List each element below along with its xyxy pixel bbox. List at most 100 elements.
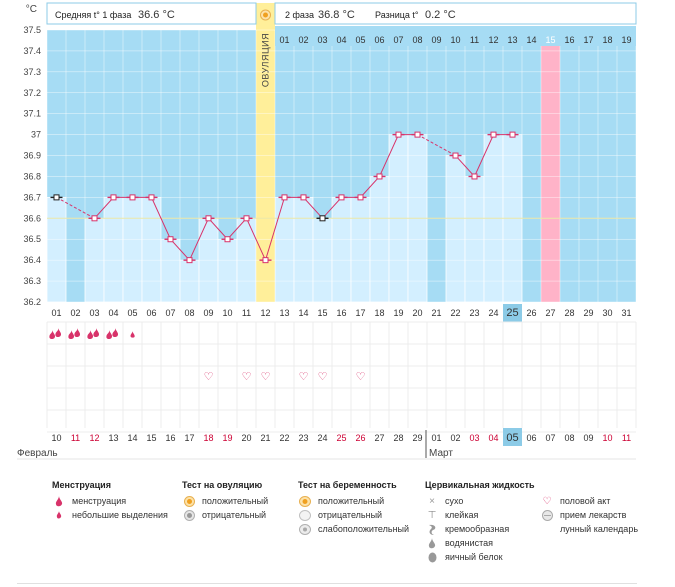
menstruation-drop: [68, 330, 75, 340]
phase2-day-label: 16: [564, 35, 574, 45]
y-tick-label: 36.4: [23, 255, 41, 265]
y-tick-label: 37.5: [23, 25, 41, 35]
phase2-value: 36.8 °C: [318, 9, 355, 21]
y-tick-label: 36.5: [23, 234, 41, 244]
phase2-label: 2 фаза: [285, 10, 314, 20]
legend-item: яичный белок: [445, 552, 503, 562]
legend-pregnancy-test: Тест на беременность положительный отриц…: [298, 480, 409, 536]
calendar-date-label: 07: [545, 433, 555, 443]
calendar-date-label: 26: [355, 433, 365, 443]
temp-point: [471, 173, 478, 180]
heart-icon: ♡: [318, 370, 328, 383]
cycle-day-label: 11: [242, 308, 251, 318]
phase2-day-label: 01: [279, 35, 289, 45]
temp-point: [509, 131, 516, 138]
calendar-date-label: 01: [431, 433, 441, 443]
creamy-icon: [425, 523, 439, 537]
legend-other: ♡ половой акт прием лекарств лунный кален…: [540, 480, 638, 536]
calendar-date-label: 17: [184, 433, 194, 443]
heart-icon: ♡: [261, 370, 271, 383]
temp-column: [293, 197, 314, 303]
cycle-day-label: 04: [108, 308, 118, 318]
diff-value: 0.2 °C: [425, 9, 456, 21]
menstruation-drop: [55, 328, 62, 338]
cycle-day-label: 21: [431, 308, 441, 318]
phase2-day-label: 05: [355, 35, 365, 45]
diff-label: Разница t°: [375, 10, 419, 20]
legend-menstruation: Менструация менструация небольшие выделе…: [52, 480, 168, 522]
temp-point: [300, 194, 307, 201]
menstruation-drop: [49, 330, 56, 340]
cycle-day-label: 08: [184, 308, 194, 318]
temp-point: [186, 257, 193, 264]
cycle-day-label: 29: [583, 308, 593, 318]
legend-item: слабоположительный: [318, 524, 410, 534]
pill-icon: [540, 509, 554, 523]
calendar-date-label: 10: [602, 433, 612, 443]
temp-column: [46, 197, 67, 303]
calendar-date-label: 13: [108, 433, 118, 443]
cycle-day-label: 26: [526, 308, 536, 318]
phase2-day-label: 06: [374, 35, 384, 45]
phase2-day-label: 14: [526, 35, 536, 45]
y-tick-label: 37.4: [23, 46, 41, 56]
legend-title: Менструация: [52, 480, 111, 490]
legend-item: сухо: [445, 496, 464, 506]
cycle-day-label: 07: [165, 308, 175, 318]
legend-title: Тест на овуляцию: [182, 480, 263, 490]
calendar-date-label: 22: [279, 433, 289, 443]
heart-icon: ♡: [204, 370, 214, 383]
expected-period-column: [541, 26, 560, 302]
month-label: Февраль: [17, 448, 58, 459]
temp-line-dashed: [417, 134, 456, 156]
month-label: Март: [429, 448, 453, 459]
legend-title: Цервикальная жидкость: [425, 480, 535, 490]
legend-item: половой акт: [560, 496, 611, 506]
calendar-date-label: 21: [260, 433, 270, 443]
cycle-day-label: 15: [317, 308, 327, 318]
cycle-day-label: 22: [450, 308, 460, 318]
y-tick-label: 37.3: [23, 67, 41, 77]
phase2-strip: [275, 26, 636, 46]
calendar-date-label: 15: [146, 433, 156, 443]
legend-cervical: Цервикальная жидкость × сухо ⊤ клейкая кре…: [425, 480, 535, 564]
phase1-label: Средняя t° 1 фаза: [55, 10, 131, 20]
negative-test-icon: [298, 509, 312, 523]
temp-point: [91, 215, 98, 222]
y-tick-label: 36.3: [23, 276, 41, 286]
y-tick-label: 36.6: [23, 213, 41, 223]
positive-test-icon: [298, 495, 312, 509]
calendar-date-label: 03: [469, 433, 479, 443]
phase2-day-label: 15: [545, 35, 555, 45]
drop-icon: [52, 495, 66, 509]
phase2-day-label: 11: [470, 35, 479, 45]
y-tick-label: 36.8: [23, 171, 41, 181]
menstruation-drop: [74, 328, 81, 338]
temp-point: [224, 236, 231, 243]
calendar-date-label: 12: [89, 433, 99, 443]
calendar-date-label: 24: [317, 433, 327, 443]
calendar-date-label: 14: [127, 433, 137, 443]
phase2-day-label: 18: [602, 35, 612, 45]
legend-item: отрицательный: [318, 510, 383, 520]
cycle-day-label: 09: [203, 308, 213, 318]
calendar-date-label: 05: [506, 432, 518, 444]
menstruation-drop: [112, 328, 119, 338]
legend-item: менструация: [72, 496, 127, 506]
calendar-date-label: 11: [71, 433, 80, 443]
menstruation-drop: [106, 330, 113, 340]
positive-test-icon: [182, 495, 196, 509]
temp-point: [205, 215, 212, 222]
cycle-day-label: 14: [298, 308, 308, 318]
egg-white-icon: [425, 551, 439, 565]
phase2-day-label: 03: [317, 35, 327, 45]
temp-point: [110, 194, 117, 201]
calendar-date-label: 23: [298, 433, 308, 443]
cycle-day-label: 06: [146, 308, 156, 318]
temp-line: [455, 134, 513, 178]
menstruation-drop-small: [130, 331, 135, 338]
cycle-day-label: 10: [222, 308, 232, 318]
phase2-day-label: 04: [336, 35, 346, 45]
calendar-date-label: 16: [165, 433, 175, 443]
legend-item: клейкая: [445, 510, 479, 520]
